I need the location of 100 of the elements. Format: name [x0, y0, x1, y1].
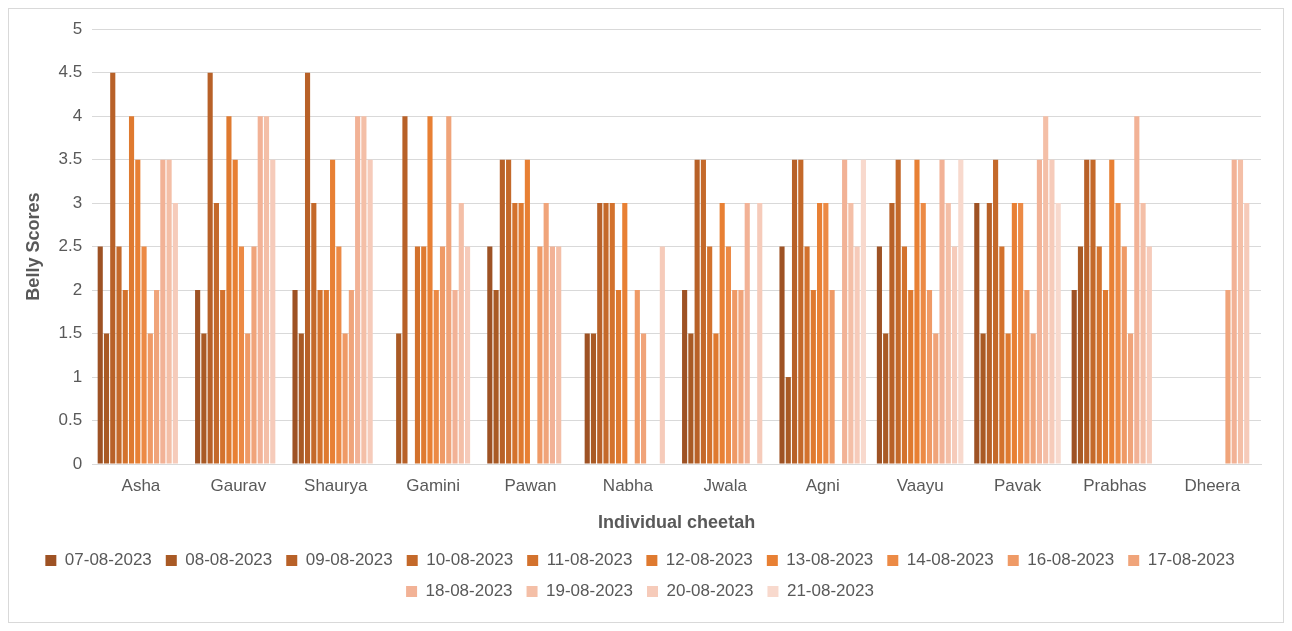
y-tick-label: 0: [72, 453, 83, 473]
bar: [556, 246, 562, 464]
x-tick-label: Prabhas: [1083, 475, 1147, 495]
x-tick-label: Pavak: [993, 475, 1042, 495]
bar: [1225, 290, 1231, 464]
bar: [336, 246, 342, 464]
x-tick-label: Asha: [121, 475, 161, 495]
bar: [439, 246, 446, 464]
bar: [848, 203, 854, 464]
bar: [342, 333, 348, 464]
legend-label: 08-08-2023: [185, 550, 273, 570]
legend-label: 13-08-2023: [786, 550, 874, 570]
bar: [1055, 203, 1061, 464]
x-tick-label: Nabha: [602, 475, 654, 495]
bar: [738, 290, 744, 464]
bar: [1115, 203, 1121, 464]
bar: [829, 290, 835, 464]
bar: [945, 203, 951, 464]
bar: [549, 246, 555, 464]
bar: [446, 116, 452, 464]
legend-label: 10-08-2023: [426, 550, 514, 570]
bar: [1036, 159, 1042, 464]
bar: [1244, 203, 1250, 464]
legend-label: 18-08-2023: [425, 581, 513, 601]
bar: [458, 203, 464, 464]
bar: [537, 246, 543, 464]
legend-label: 19-08-2023: [546, 581, 634, 601]
bar: [1134, 116, 1140, 464]
bar: [1030, 333, 1036, 464]
bar: [641, 333, 647, 464]
bar: [1237, 159, 1244, 464]
y-tick-label: 3.5: [58, 149, 83, 169]
bar: [464, 246, 471, 464]
bar: [974, 203, 980, 464]
bar: [744, 203, 750, 464]
bar: [367, 159, 373, 464]
bar: [257, 116, 263, 464]
legend-label: 20-08-2023: [666, 581, 754, 601]
bar: [263, 116, 270, 464]
bar: [487, 246, 493, 464]
bar: [719, 203, 725, 464]
bar: [939, 159, 945, 464]
bar: [1043, 116, 1049, 464]
x-tick-label: Shaurya: [304, 475, 368, 495]
x-tick-label: Gaurav: [210, 475, 267, 495]
y-tick-label: 0.5: [58, 410, 83, 430]
bar: [166, 159, 172, 464]
bar: [659, 246, 665, 464]
y-tick-label: 4: [72, 105, 83, 125]
bar: [147, 333, 153, 464]
bar: [926, 290, 933, 464]
legend-label: 16-08-2023: [1027, 550, 1115, 570]
bar: [823, 203, 829, 464]
bar: [238, 246, 245, 464]
y-tick-label: 2: [72, 279, 83, 299]
bar: [757, 203, 763, 464]
x-tick-label: Vaayu: [896, 475, 944, 495]
legend-label: 12-08-2023: [665, 550, 753, 570]
bar: [725, 246, 732, 464]
y-tick-label: 1: [72, 366, 83, 386]
x-tick-label: Gamini: [406, 475, 461, 495]
bar: [245, 333, 251, 464]
bar: [154, 290, 160, 464]
x-tick-label: Jwala: [703, 475, 748, 495]
x-tick-label: Agni: [805, 475, 840, 495]
bar: [634, 290, 640, 464]
bar: [512, 203, 518, 464]
y-tick-label: 5: [72, 18, 83, 38]
bar: [999, 246, 1005, 464]
bar: [854, 246, 860, 464]
bar: [958, 159, 964, 464]
bar: [361, 116, 367, 464]
x-axis-title: Individual cheetah: [598, 512, 756, 533]
y-axis-title: Belly Scores: [22, 192, 43, 301]
bar: [348, 290, 354, 464]
bar: [1231, 159, 1237, 464]
bar: [355, 116, 361, 464]
bar: [860, 159, 866, 464]
y-tick-label: 2.5: [58, 236, 83, 256]
legend-label: 14-08-2023: [906, 550, 994, 570]
legend-label: 21-08-2023: [786, 581, 874, 601]
bar: [396, 333, 402, 464]
bar: [920, 203, 926, 464]
bar: [1121, 246, 1127, 464]
bar: [543, 203, 549, 464]
y-tick-label: 1.5: [58, 323, 83, 343]
legend-label: 11-08-2023: [546, 550, 633, 570]
bar: [433, 290, 439, 464]
bar: [1127, 333, 1134, 464]
y-tick-label: 4.5: [58, 62, 83, 82]
bar: [732, 290, 738, 464]
y-tick-label: 3: [72, 192, 83, 212]
legend-label: 09-08-2023: [305, 550, 393, 570]
bar: [951, 246, 958, 464]
bar: [270, 159, 276, 464]
bar: [251, 246, 257, 464]
bar: [933, 333, 939, 464]
bar: [1024, 290, 1030, 464]
bar: [493, 290, 499, 464]
bar: [452, 290, 458, 464]
